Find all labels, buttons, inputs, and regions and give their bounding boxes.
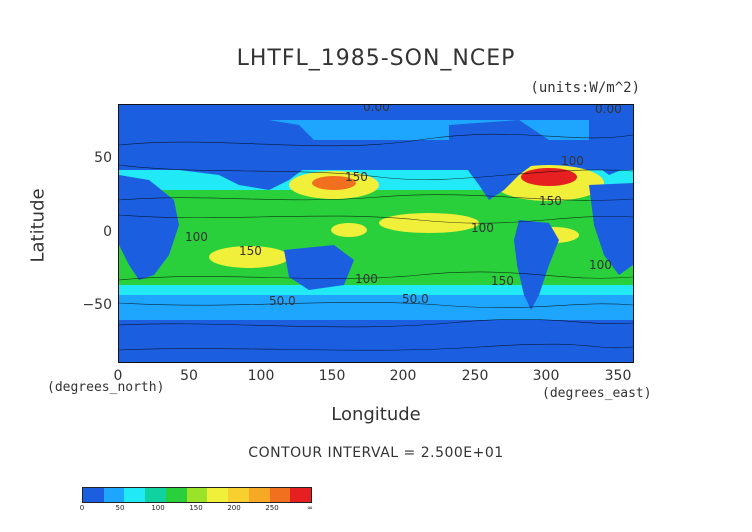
x-tick-label: 350 [604, 368, 632, 384]
land-africa-east [589, 183, 633, 275]
colorbar [82, 487, 312, 503]
heatmap-map: 0.00 0.00 100 150 50.0 100 150 100 150 1… [119, 105, 633, 362]
contour-interval-note: CONTOUR INTERVAL = 2.500E+01 [248, 445, 504, 461]
colorbar-label: 200 [227, 504, 241, 512]
contour-label: 150 [491, 274, 514, 288]
band-south [119, 295, 633, 320]
x-axis-label: Longitude [331, 404, 421, 425]
y-tick-label: 50 [94, 150, 112, 166]
y-tick-label: −50 [82, 297, 112, 313]
contour-label: 0.00 [363, 105, 390, 114]
x-tick-label: 150 [318, 368, 346, 384]
x-tick-label: 50 [180, 368, 198, 384]
contour-label: 50.0 [269, 294, 296, 308]
colorbar-segment [248, 488, 270, 502]
y-tick-label: 0 [103, 224, 112, 240]
colorbar-label: 100 [151, 504, 165, 512]
y-axis-label: Latitude [27, 188, 49, 263]
land-europe-east [589, 120, 633, 175]
contour-label: 50.0 [402, 292, 429, 306]
land-africa [119, 175, 179, 280]
contour-label: 100 [589, 258, 612, 272]
units-label: (units:W/m^2) [530, 80, 640, 96]
colorbar-segment [228, 488, 249, 502]
hotspot-kuroshio-core [312, 176, 356, 190]
x-unit-label: (degrees_east) [542, 386, 652, 401]
contour-lines [119, 133, 633, 351]
contour-label: 0.00 [595, 105, 622, 116]
colorbar-label: 50 [115, 504, 125, 512]
x-tick-label: 0 [113, 368, 123, 384]
colorbar-segment [186, 488, 208, 502]
hotspot-pacific [379, 213, 479, 233]
contour-label: 100 [185, 230, 208, 244]
plot-area: 0.00 0.00 100 150 50.0 100 150 100 150 1… [118, 104, 634, 363]
colorbar-segment [165, 488, 187, 502]
hotspot-maritime [331, 223, 367, 237]
contour-label: 100 [471, 221, 494, 235]
contour-label: 150 [539, 194, 562, 208]
colorbar-label: 250 [265, 504, 279, 512]
chart-title: LHTFL_1985-SON_NCEP [236, 46, 516, 71]
y-unit-label: (degrees_north) [47, 380, 165, 395]
x-tick-label: 200 [389, 368, 417, 384]
colorbar-label: ∞ [307, 504, 313, 512]
colorbar-segment [124, 488, 146, 502]
contour-label: 100 [355, 272, 378, 286]
land-south-america [514, 220, 559, 310]
colorbar-segment [145, 488, 166, 502]
land-north-america [449, 120, 549, 200]
contour-label: 150 [239, 244, 262, 258]
x-tick-label: 250 [461, 368, 489, 384]
colorbar-label: 0 [79, 504, 85, 512]
x-tick-label: 100 [247, 368, 275, 384]
colorbar-segment [269, 488, 291, 502]
colorbar-segment [83, 488, 104, 502]
x-tick-label: 300 [532, 368, 560, 384]
colorbar-segment [207, 488, 229, 502]
hotspot-indian [209, 246, 289, 268]
colorbar-label: 150 [189, 504, 203, 512]
contour-label: 150 [345, 170, 368, 184]
colorbar-segment [103, 488, 125, 502]
colorbar-segment [290, 488, 312, 502]
land-antarctica [119, 340, 633, 362]
contour-label: 100 [561, 154, 584, 168]
